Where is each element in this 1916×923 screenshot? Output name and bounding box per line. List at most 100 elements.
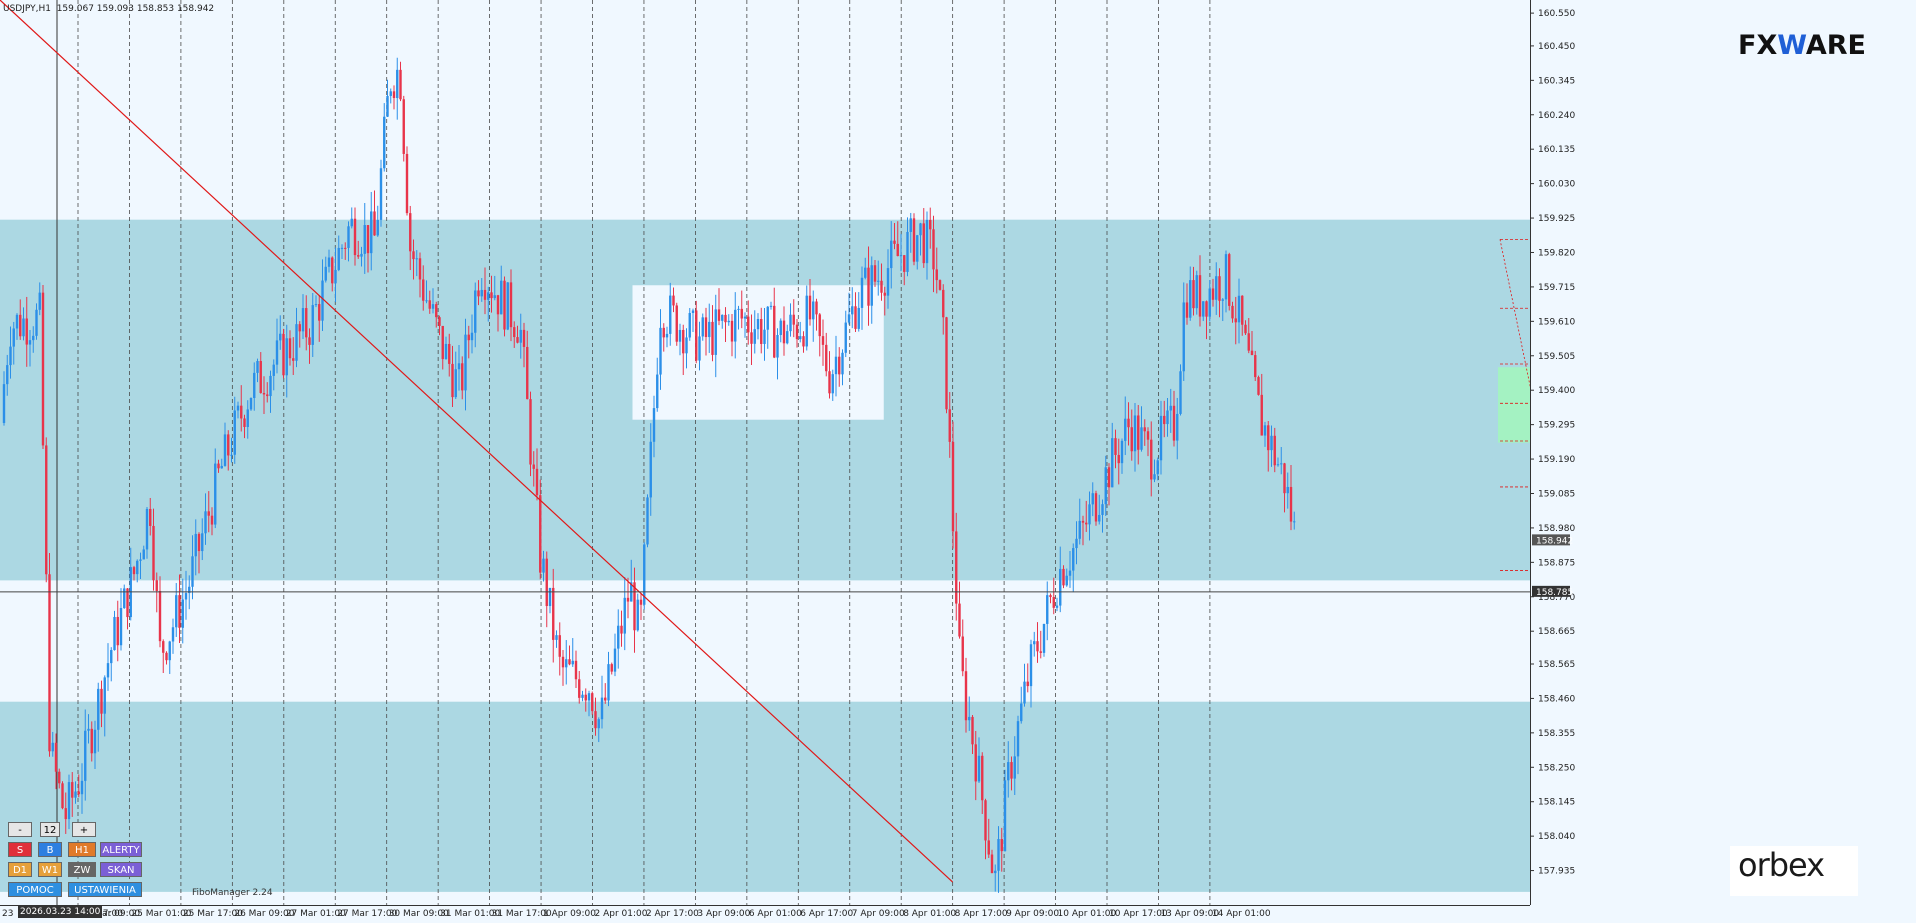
candle-body [975, 744, 977, 781]
candle-body [477, 290, 479, 296]
candle-body [247, 409, 249, 427]
count-field[interactable]: 12 [40, 822, 60, 837]
candle-body [1235, 318, 1237, 322]
candle-body [29, 340, 31, 344]
price-tick-label: 159.610 [1538, 317, 1575, 327]
candle-body [835, 357, 837, 374]
candle-body [48, 574, 50, 751]
timeframe-h1-button[interactable]: H1 [68, 842, 96, 857]
candle-body [347, 226, 349, 248]
scan-button[interactable]: SKAN [100, 862, 142, 877]
candle-body [471, 333, 473, 340]
buy-button[interactable]: B [38, 842, 62, 857]
candle-body [3, 384, 5, 423]
price-tick-label: 158.250 [1538, 763, 1575, 773]
price-tick-label: 159.190 [1538, 455, 1575, 465]
candle-body [344, 248, 346, 249]
candle-body [841, 353, 843, 375]
candle-body [1231, 306, 1233, 319]
time-tick-label: 2 Apr 17:00 [646, 909, 699, 919]
candle-body [594, 711, 596, 728]
candle-body [588, 693, 590, 700]
candle-body [750, 332, 752, 343]
candle-body [1030, 644, 1032, 686]
candle-body [224, 434, 226, 466]
candle-body [289, 338, 291, 358]
candle-body [962, 637, 964, 672]
candle-body [884, 293, 886, 296]
candle-body [991, 855, 993, 874]
candle-body [568, 659, 570, 664]
candle-body [913, 218, 915, 261]
candle-body [1131, 427, 1133, 451]
candle-body [328, 258, 330, 267]
candle-body [702, 317, 704, 336]
candle-body [139, 559, 141, 560]
candle-body [1095, 493, 1097, 521]
candle-body [39, 293, 41, 310]
candle-body [997, 839, 999, 871]
time-tick-label: 6 Apr 01:00 [749, 909, 802, 919]
candle-body [1261, 395, 1263, 436]
candle-body [861, 278, 863, 308]
time-tick-label: 13 Apr 09:00 [1160, 909, 1219, 919]
candle-body [185, 593, 187, 599]
candle-body [1267, 425, 1269, 450]
timeframe-d1-button[interactable]: D1 [8, 862, 32, 877]
candle-body [952, 442, 954, 532]
candle-body [848, 314, 850, 322]
candle-body [406, 154, 408, 213]
settings-button[interactable]: USTAWIENIA [68, 882, 142, 897]
timeframe-w1-button[interactable]: W1 [38, 862, 62, 877]
candle-body [364, 225, 366, 254]
candle-body [26, 318, 28, 344]
candle-body [1215, 276, 1217, 300]
collapse-button[interactable]: ZW [68, 862, 96, 877]
orbex-logo: orbex [1730, 846, 1858, 896]
candle-body [1205, 301, 1207, 316]
candle-body [172, 627, 174, 641]
zoom-out-button[interactable]: - [8, 822, 32, 837]
candle-body [978, 756, 980, 782]
candle-body [74, 792, 76, 798]
symbol-label: USDJPY,H1 [3, 4, 51, 14]
candle-body [695, 310, 697, 360]
candle-body [425, 300, 427, 301]
candle-body [178, 595, 180, 628]
price-tick-label: 160.135 [1538, 145, 1575, 155]
candle-body [474, 290, 476, 332]
candle-body [481, 290, 483, 296]
candle-body [354, 219, 356, 255]
candle-body [533, 465, 535, 469]
help-button[interactable]: POMOC [8, 882, 62, 897]
candle-body [1248, 333, 1250, 350]
candle-body [890, 241, 892, 268]
candle-body [377, 220, 379, 236]
candle-body [1144, 427, 1146, 431]
candle-body [45, 445, 47, 574]
candle-body [731, 321, 733, 342]
candle-body [939, 280, 941, 290]
candle-body [822, 336, 824, 345]
candle-body [838, 357, 840, 375]
price-axis: 160.550160.450160.345160.240160.135160.0… [1530, 0, 1916, 923]
alerts-button[interactable]: ALERTY [100, 842, 142, 857]
candle-body [698, 336, 700, 360]
candle-body [516, 337, 518, 343]
price-tick-label: 159.085 [1538, 489, 1575, 499]
candle-body [9, 347, 11, 365]
zoom-in-button[interactable]: + [72, 822, 96, 837]
price-tick-label: 158.665 [1538, 627, 1575, 637]
time-axis: 2324 Mar 09:0025 Mar 01:0025 Mar 17:0026… [0, 906, 1530, 920]
candle-body [1020, 704, 1022, 722]
candle-body [315, 304, 317, 305]
candle-body [445, 344, 447, 359]
sell-button[interactable]: S [8, 842, 32, 857]
candle-body [585, 695, 587, 701]
candle-body [286, 338, 288, 375]
candle-body [494, 295, 496, 298]
candle-body [845, 323, 847, 353]
candle-body [464, 335, 466, 391]
candle-body [523, 330, 525, 347]
